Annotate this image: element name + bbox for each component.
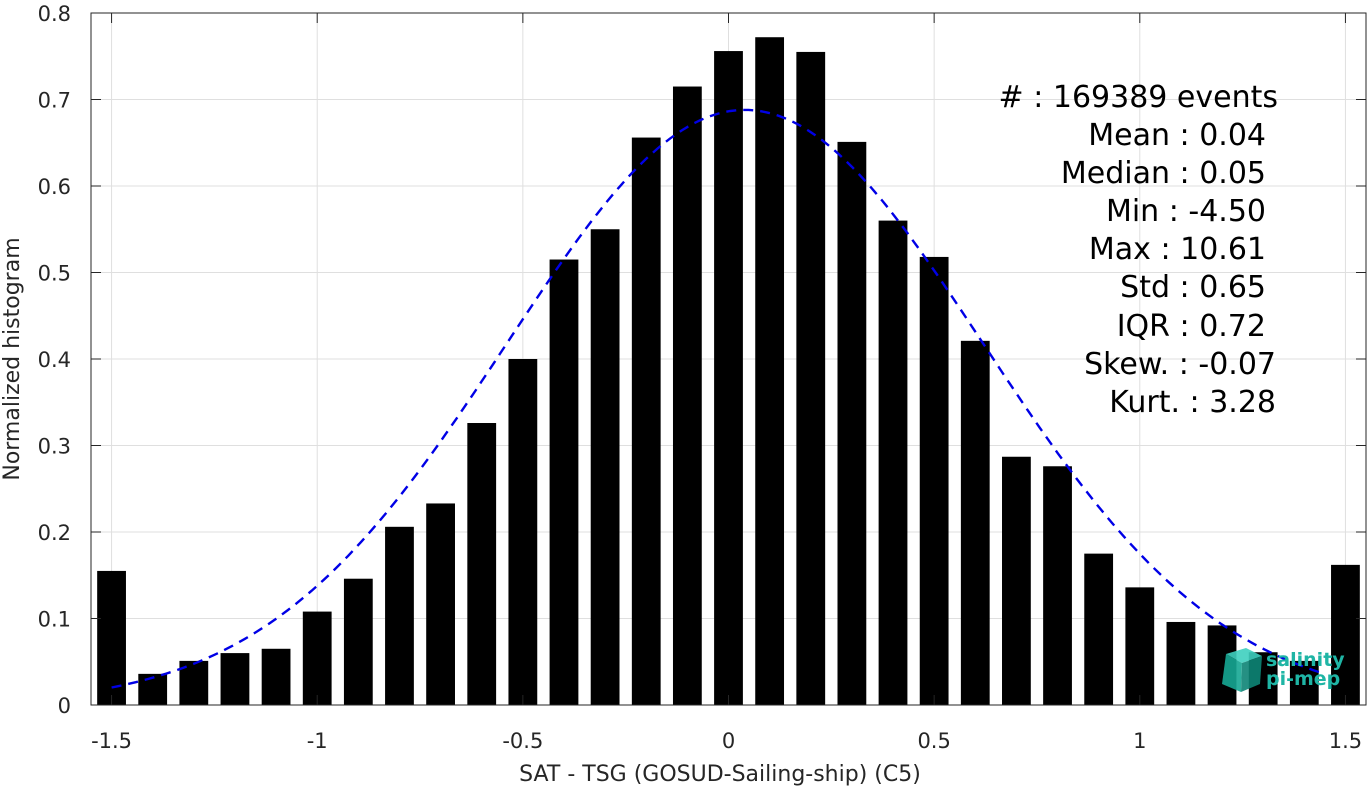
stat-std: Std : 0.65 [1120, 270, 1266, 305]
histogram-bars [97, 37, 1360, 706]
histogram-bar [1043, 466, 1072, 705]
y-tick-label: 0.4 [38, 348, 71, 372]
stat-iqr: IQR : 0.72 [1117, 309, 1266, 344]
histogram-bar [878, 220, 908, 705]
stat-max: Max : 10.61 [1089, 232, 1266, 267]
stat-skew: Skew. : -0.07 [1084, 347, 1276, 382]
histogram-bar [138, 673, 168, 705]
stat-min: Min : -4.50 [1106, 194, 1266, 229]
stat-events: # : 169389 events [999, 80, 1278, 115]
histogram-bar [714, 51, 743, 706]
y-tick-label: 0.5 [38, 262, 71, 286]
histogram-bar [1331, 564, 1360, 705]
x-tick-label: -1 [307, 729, 328, 753]
histogram-bar [960, 340, 990, 705]
histogram-bar [1002, 456, 1031, 705]
x-tick-label: 1 [1133, 729, 1146, 753]
x-tick-label: -1.5 [91, 729, 132, 753]
histogram-bar [467, 423, 497, 705]
y-tick-label: 0 [58, 694, 71, 718]
y-tick-label: 0.2 [38, 521, 71, 545]
histogram-bar [302, 611, 332, 705]
histogram-bar [426, 503, 455, 705]
y-tick-label: 0.1 [38, 608, 71, 632]
histogram-bar [385, 526, 414, 705]
histogram-bar [837, 141, 867, 705]
y-tick-label: 0.6 [38, 175, 71, 199]
y-tick-label: 0.7 [38, 89, 71, 113]
gaussian-fit-line [111, 108, 1326, 689]
axis-ticks: -1.5 -1 -0.5 0 0.5 1 1.5 0 0.1 0.2 0.3 0.4 0.5 0.6 0.7… [38, 2, 1366, 753]
histogram-bar [1084, 553, 1114, 705]
histogram-bar [220, 653, 250, 705]
y-tick-label: 0.3 [38, 435, 71, 459]
histogram-bar [549, 259, 579, 705]
stat-kurt: Kurt. : 3.28 [1109, 385, 1276, 420]
stat-mean: Mean : 0.04 [1088, 118, 1266, 153]
histogram-bar [508, 359, 538, 705]
histogram-bar [1166, 621, 1196, 705]
x-tick-label: 0.5 [917, 729, 950, 753]
histogram-bar [1125, 587, 1155, 705]
histogram-bar [343, 578, 373, 705]
stat-median: Median : 0.05 [1061, 156, 1266, 191]
gaussian-fit [111, 108, 1326, 689]
x-tick-label: -0.5 [502, 729, 543, 753]
histogram-bar [590, 229, 620, 705]
histogram-bar [755, 37, 785, 706]
histogram-bar [919, 256, 949, 705]
stats-annotation: # : 169389 events Mean : 0.04 Median : 0… [999, 80, 1278, 420]
logo-text-pi-mep: pi-mep [1266, 668, 1340, 690]
histogram-bar [261, 648, 291, 705]
histogram-bar [97, 570, 126, 705]
histogram-bar [1289, 660, 1319, 705]
y-tick-label: 0.8 [38, 2, 71, 26]
histogram-bar [672, 86, 702, 705]
histogram-bar [631, 137, 661, 705]
x-tick-label: 0 [722, 729, 735, 753]
logo-text-salinity: salinity [1266, 649, 1345, 671]
y-axis-title: Normalized histogram [0, 237, 25, 480]
salinity-pi-mep-logo: salinity pi-mep [1222, 648, 1345, 692]
x-axis-title: SAT - TSG (GOSUD-Sailing-ship) (C5) [519, 762, 921, 787]
cube-logo-icon [1222, 648, 1262, 692]
x-tick-label: 1.5 [1329, 729, 1362, 753]
histogram-bar [796, 51, 826, 706]
